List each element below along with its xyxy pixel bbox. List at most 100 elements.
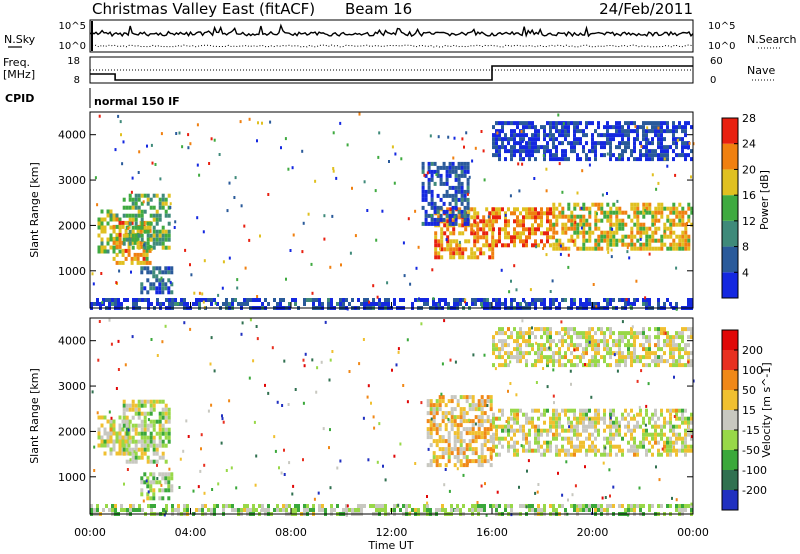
echo-cell [284,137,287,141]
echo-cell [546,448,549,453]
echo-cell [164,197,168,202]
echo-cell [333,508,336,512]
echo-cell [558,157,561,162]
echo-cell [489,427,493,432]
echo-cell [143,243,146,247]
echo-cell [492,141,495,146]
echo-cell [282,298,285,302]
echo-cell [552,246,556,251]
echo-cell [436,221,440,226]
echo-cell [640,144,643,148]
echo-cell [489,447,493,452]
ytick-label: 1000 [58,471,86,484]
echo-cell [150,338,153,341]
echo-cell [675,153,678,158]
echo-cell [112,228,116,233]
echo-cell [464,300,466,304]
echo-cell [645,129,648,134]
echo-cell [140,237,144,242]
echo-cell [192,302,195,306]
echo-cell [442,165,446,170]
echo-cell [660,234,664,239]
echo-cell [540,347,543,352]
echo-cell [507,243,510,248]
echo-cell [255,298,258,302]
echo-cell [445,213,449,218]
echo-cell [450,508,453,512]
echo-cell [463,217,467,222]
echo-cell [252,508,255,512]
echo-cell [133,240,137,245]
echo-cell [549,137,552,142]
echo-cell [528,207,531,212]
echo-cell [140,282,144,287]
echo-cell [507,327,510,332]
echo-cell [509,360,512,364]
echo-cell [465,443,469,448]
echo-cell [125,447,129,452]
echo-cell [443,231,447,236]
echo-cell [636,226,640,231]
echo-cell [573,331,576,336]
echo-cell [501,424,504,429]
echo-cell [678,246,682,251]
echo-cell [684,343,687,348]
echo-cell [243,224,246,228]
echo-cell [573,302,576,306]
echo-cell [447,302,450,306]
echo-cell [122,423,126,428]
echo-cell [444,427,448,432]
echo-cell [522,331,525,336]
echo-cell [236,278,239,282]
echo-cell [591,355,594,360]
echo-cell [651,214,655,219]
echo-cell [555,222,559,227]
echo-cell [675,347,678,352]
echo-cell [513,219,516,224]
echo-cell [106,443,110,448]
echo-cell [291,508,294,512]
echo-cell [582,129,585,134]
echo-cell [109,435,113,440]
echo-cell [627,424,630,429]
echo-cell [456,455,460,460]
echo-cell [651,129,654,134]
colorbar-tick-label: -50 [742,444,760,457]
echo-cell [285,504,288,508]
echo-cell [675,331,678,336]
echo-cell [540,207,543,212]
echo-cell [164,411,168,416]
echo-cell [438,399,442,404]
echo-cell [543,129,546,134]
echo-cell [588,157,591,162]
echo-cell [519,331,522,336]
echo-cell [579,230,583,235]
echo-cell [435,443,439,448]
echo-cell [576,202,580,207]
echo-cell [222,260,225,264]
echo-cell [484,482,486,486]
echo-cell [363,504,366,508]
echo-cell [489,399,493,404]
echo-cell [115,217,119,222]
echo-cell [483,298,486,302]
echo-cell [690,206,694,211]
echo-cell [122,140,125,144]
echo-cell [615,238,619,243]
echo-cell [642,298,645,302]
echo-cell [160,483,163,487]
echo-cell [545,253,548,257]
echo-cell [149,488,153,493]
echo-cell [642,129,645,134]
echo-cell [431,268,434,272]
echo-cell [189,327,192,331]
echo-cell [470,251,474,256]
echo-cell [579,141,582,146]
echo-cell [574,220,577,224]
echo-cell [460,189,464,194]
echo-cell [594,238,598,243]
echo-cell [450,447,454,452]
echo-cell [624,355,627,360]
echo-cell [294,298,297,302]
echo-cell [633,355,636,360]
